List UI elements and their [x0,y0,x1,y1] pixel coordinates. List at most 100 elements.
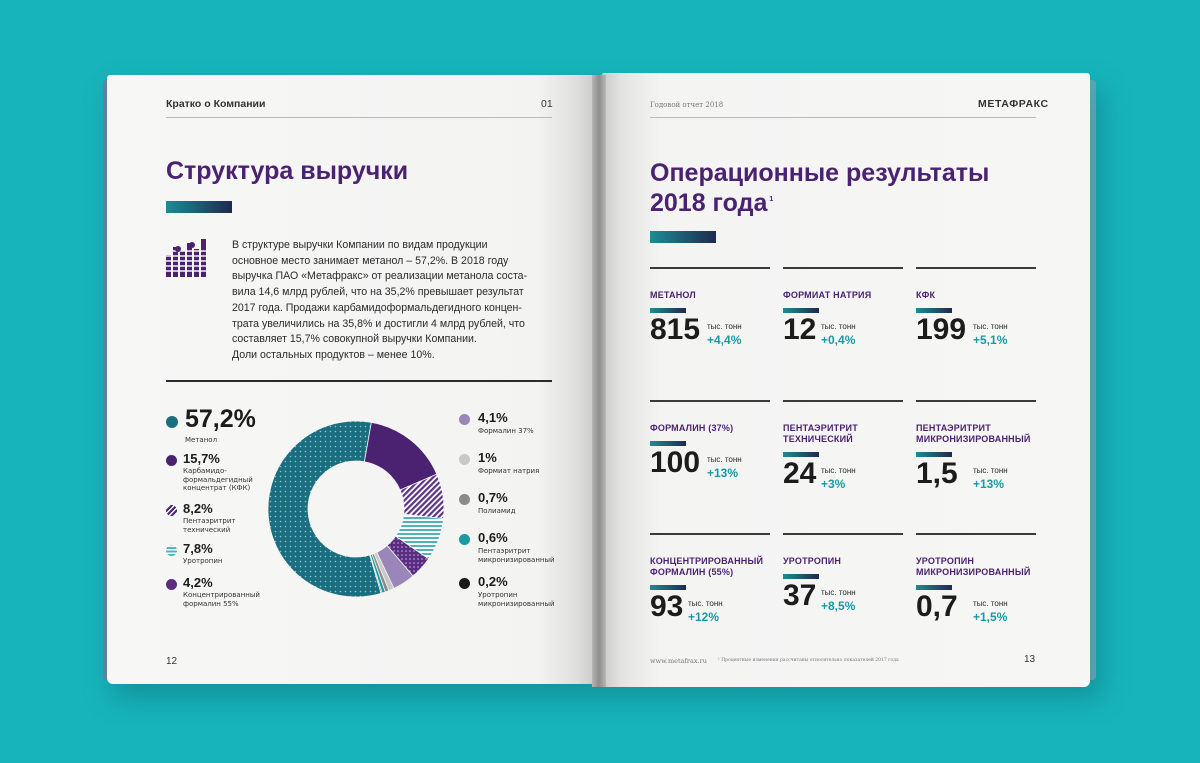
left-title: Структура выручки [166,157,409,185]
stat-unit: тыс. тонн [707,322,742,331]
stat-unit: тыс. тонн [821,322,856,331]
stat-name: ПЕНТАЭРИТРИТ ТЕХНИЧЕСКИЙ [783,423,858,444]
left-header: Кратко о Компании [166,98,266,110]
stat-unit: тыс. тонн [973,599,1008,608]
legend-label-pentaerythritol-micro: Пентаэритрит микронизированный [478,547,555,564]
body-line: вила 14,6 млрд рублей, что на 35,2% прев… [232,286,524,299]
legend-label-urotropin-micro: Уротропин микронизированный [478,591,555,608]
right-header-rule [650,117,1036,118]
left-header-rule [166,117,552,118]
legend-swatch-urotropin [166,545,177,556]
legend-swatch-pentaerythritol [166,505,177,516]
legend-swatch-formalin [459,414,470,425]
stat-rule [783,400,903,402]
body-line: выручка ПАО «Метафракс» от реализации ме… [232,270,528,283]
stat-rule [916,267,1036,269]
legend-label-polyamide: Полиамид [478,507,516,515]
revenue-donut-chart [268,420,444,598]
stat-name: ФОРМАЛИН (37%) [650,423,734,433]
book-spine [592,75,606,687]
right-title-accent-bar [650,231,716,243]
stat-value: 93 [650,590,684,623]
right-title-line2: 2018 года 1 [650,188,773,219]
legend-label-methanol: Метанол [185,436,218,444]
stat-unit: тыс. тонн [707,455,742,464]
stat-change: +5,1% [973,333,1008,347]
legend-value-formalin: 4,1% [478,410,508,425]
stat-accent-bar [783,574,819,579]
stat-change: +13% [707,466,739,480]
stat-accent-bar [783,452,819,457]
legend-value-urotropin-micro: 0,2% [478,574,508,589]
right-page-number: 13 [1024,654,1036,665]
left-page-number: 12 [166,656,178,667]
brand-header: МЕТАФРАКС [978,98,1049,110]
stat-name: КОНЦЕНТРИРОВАННЫЙ ФОРМАЛИН (55%) [650,556,764,577]
legend-value-kfk: 15,7% [183,451,220,466]
stat-name: МЕТАНОЛ [650,290,696,300]
legend-label-formalin: Формалин 37% [478,427,534,435]
legend-label-urotropin: Уротропин [183,557,223,565]
right-page: Годовой отчет 2018 МЕТАФРАКС Операционны… [602,73,1090,687]
stat-accent-bar [783,308,819,313]
left-header-number: 01 [541,98,553,110]
legend-swatch-pentaerythritol-micro [459,534,470,545]
legend-value-pentaerythritol: 8,2% [183,501,213,516]
stat-rule [650,533,770,535]
legend-swatch-urotropin-micro [459,578,470,589]
legend-value-pentaerythritol-micro: 0,6% [478,530,508,545]
legend-swatch-conc-formalin [166,579,177,590]
stat-change: +1,5% [973,610,1008,624]
stat-unit: тыс. тонн [821,466,856,475]
right-header-left: Годовой отчет 2018 [650,101,724,109]
stat-name: УРОТРОПИН МИКРОНИЗИРОВАННЫЙ [916,556,1031,577]
stat-accent-bar [916,308,952,313]
legend-swatch-sodium-formate [459,454,470,465]
stat-rule [783,267,903,269]
stat-change: +8,5% [821,599,856,613]
legend-label-kfk: Карбамидо-формальдегидный концентрат (КФ… [183,467,253,492]
body-line: В структуре выручки Компании по видам пр… [232,239,488,251]
stat-change: +13% [973,477,1005,491]
stat-accent-bar [916,585,952,590]
stat-name: ФОРМИАТ НАТРИЯ [783,290,872,300]
stat-value: 24 [783,457,817,490]
stat-change: +0,4% [821,333,856,347]
left-page: Кратко о Компании 01 Структура выручки В… [107,75,597,684]
stat-change: +3% [821,477,846,491]
right-title-year: 2018 года [650,189,768,217]
legend-swatch-polyamide [459,494,470,505]
body-line: Доли остальных продуктов – менее 10%. [232,348,435,361]
body-line: трата увеличились на 35,8% и достигли 4 … [232,317,525,330]
stat-change: +12% [688,610,720,624]
stat-value: 12 [783,313,817,346]
legend-label-conc-formalin: Концентрированный формалин 55% [183,591,260,608]
donut-slice-0 [268,420,382,598]
stat-name: УРОТРОПИН [783,556,842,566]
section-divider [166,380,552,382]
stat-value: 37 [783,579,817,612]
legend-value-sodium-formate: 1% [478,450,497,465]
stat-value: 100 [650,446,701,479]
legend-label-pentaerythritol: Пентаэритрит технический [183,517,236,534]
stat-unit: тыс. тонн [821,588,856,597]
stat-value: 1,5 [916,457,958,490]
legend-label-sodium-formate: Формиат натрия [478,467,540,475]
stat-accent-bar [650,308,686,313]
legend-value-urotropin: 7,8% [183,541,213,556]
footnote-ref: 1 [769,196,774,203]
stat-accent-bar [916,452,952,457]
stat-value: 0,7 [916,590,958,623]
stat-value: 199 [916,313,967,346]
body-line: составляет 15,7% совокупной выручки Комп… [232,333,477,346]
body-line: основное место занимает метанол – 57,2%.… [232,254,509,267]
stat-unit: тыс. тонн [973,466,1008,475]
legend-value-polyamide: 0,7% [478,490,508,505]
legend-value-conc-formalin: 4,2% [183,575,213,590]
stat-name: КФК [916,290,936,300]
legend-swatch-kfk [166,455,177,466]
stat-accent-bar [650,441,686,446]
right-title-line1: Операционные результаты [650,159,990,187]
left-body-text: В структуре выручки Компании по видам пр… [232,238,562,364]
stat-rule [783,533,903,535]
